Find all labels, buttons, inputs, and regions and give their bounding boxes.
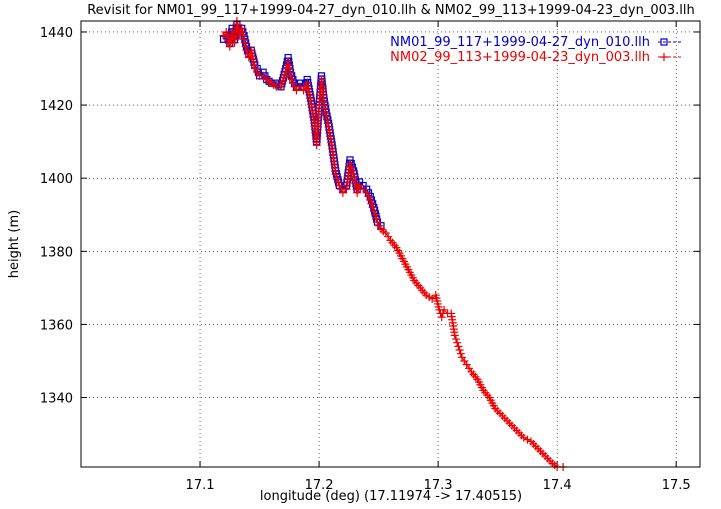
data-point	[369, 207, 378, 216]
data-point	[660, 38, 668, 46]
data-point	[428, 294, 437, 303]
data-point	[660, 53, 668, 61]
series-nm02	[219, 17, 568, 471]
data-point	[359, 185, 368, 194]
legend-label-nm02: NM02_99_113+1999-04-23_dyn_003.llh	[390, 50, 650, 65]
data-point	[453, 338, 462, 347]
data-point	[366, 196, 375, 205]
data-point	[347, 163, 356, 172]
y-tick-label: 1420	[40, 99, 73, 114]
data-point	[288, 79, 297, 88]
data-point	[437, 313, 446, 322]
x-tick-label: 17.3	[424, 478, 453, 493]
data-point	[299, 86, 308, 95]
data-point	[368, 203, 377, 212]
data-point	[323, 115, 332, 124]
data-point	[244, 53, 253, 62]
y-tick-label: 1340	[40, 392, 73, 407]
data-point	[440, 305, 449, 314]
data-point	[334, 177, 343, 186]
data-point	[375, 221, 384, 230]
data-point	[451, 335, 460, 344]
data-point	[332, 174, 341, 183]
data-point	[323, 119, 332, 128]
data-point	[338, 188, 347, 197]
x-axis-label: longitude (deg) (17.11974 -> 17.40515)	[260, 489, 522, 504]
data-point	[355, 181, 364, 190]
x-tick-label: 17.1	[186, 478, 215, 493]
data-point	[237, 24, 246, 33]
data-point	[292, 86, 301, 95]
data-point	[455, 346, 464, 355]
data-point	[335, 181, 344, 190]
data-point	[331, 170, 340, 179]
y-tick-label: 1360	[40, 318, 73, 333]
data-point	[239, 31, 248, 40]
data-point	[367, 199, 376, 208]
y-tick-label: 1380	[40, 245, 73, 260]
x-tick-label: 17.5	[662, 478, 691, 493]
data-point	[450, 331, 459, 340]
y-axis-label: height (m)	[7, 210, 22, 278]
legend-label-nm01: NM01_99_117+1999-04-27_dyn_010.llh	[390, 35, 650, 50]
y-tick-label: 1400	[40, 172, 73, 187]
data-point	[346, 159, 355, 168]
data-point	[456, 349, 465, 358]
data-point	[519, 433, 528, 442]
data-point	[240, 38, 249, 47]
x-tick-label: 17.2	[305, 478, 334, 493]
data-point	[353, 188, 362, 197]
data-point	[364, 192, 373, 201]
data-point	[362, 188, 371, 197]
series-nm01	[219, 21, 385, 230]
data-point	[238, 27, 247, 36]
data-point	[348, 166, 357, 175]
data-point	[287, 75, 296, 84]
data-point	[322, 112, 331, 121]
legend: NM01_99_117+1999-04-27_dyn_010.llhNM02_9…	[390, 35, 682, 65]
data-point	[373, 218, 382, 227]
data-point	[523, 435, 532, 444]
data-point	[371, 210, 380, 219]
y-tick-label: 1440	[40, 26, 73, 41]
data-point	[286, 71, 295, 80]
x-tick-label: 17.4	[543, 478, 572, 493]
plot-frame	[80, 20, 701, 468]
data-point	[454, 342, 463, 351]
chart-title: Revisit for NM01_99_117+1999-04-27_dyn_0…	[87, 3, 695, 18]
data-point	[372, 214, 381, 223]
data-point	[241, 42, 250, 51]
data-point	[240, 35, 249, 44]
axis-ticks: 17.1 17.2 17.3 17.4 17.5 1340 1360 1380 1400 1420…	[40, 21, 700, 493]
data-point	[259, 71, 268, 80]
series-layer	[219, 17, 568, 471]
